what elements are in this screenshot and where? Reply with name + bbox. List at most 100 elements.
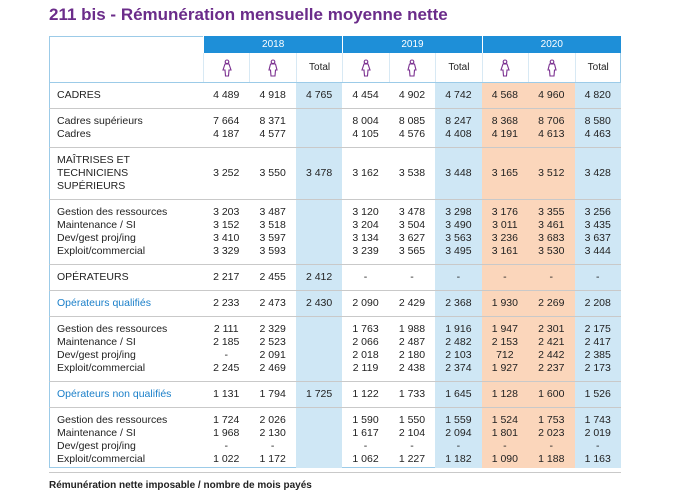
cell-value: 2 301	[538, 323, 565, 335]
cell-value: 2 421	[538, 336, 565, 348]
row-group: Opérateurs non qualifiés 1 131 1 794 1 725 1…	[49, 382, 621, 408]
cell-value: -	[363, 440, 368, 452]
row-label: Maintenance / SI	[57, 219, 136, 231]
cell-value: 2 090	[352, 297, 379, 309]
cell-value: 2 245	[213, 362, 240, 374]
title: 211 bis - Rémunération mensuelle moyenne…	[49, 5, 448, 24]
row-label: Cadres	[57, 128, 91, 140]
cell-value: 2 430	[305, 297, 333, 309]
cell-value: 4 568	[491, 89, 518, 101]
cell-value: 2 329	[259, 323, 286, 335]
table-row: Gestion des ressources 2 111 2 329 1 763 1 9…	[49, 323, 621, 336]
header-year-row: 2018 2019 2020	[49, 36, 621, 53]
table-row: Cadres supérieurs 7 664 8 371 8 004 8 085 8 2…	[49, 115, 621, 128]
cell-value: 2 208	[584, 297, 611, 309]
cell-value: 2 442	[538, 349, 565, 361]
total-header: Total	[574, 53, 621, 82]
table-row: Exploit/commercial 2 245 2 469 2 119 2 438 2 …	[49, 362, 621, 375]
table-row: Gestion des ressources 3 203 3 487 3 120 3 4…	[49, 206, 621, 219]
cell-value: 2 374	[445, 362, 472, 374]
cell-value: 3 428	[584, 167, 611, 179]
cell-value: 2 103	[445, 349, 472, 361]
cell-value	[296, 414, 342, 427]
cell-value: 3 256	[584, 206, 611, 218]
cell-value	[296, 245, 342, 258]
cell-value	[296, 232, 342, 245]
cell-value: 3 504	[398, 219, 426, 231]
cell-value: 3 461	[538, 219, 565, 231]
cell-value: 1 645	[445, 388, 472, 400]
cell-value: 2 412	[305, 271, 333, 283]
table-row: Opérateurs qualifiés 2 233 2 473 2 430 2 090…	[49, 297, 621, 310]
cell-value: 2 026	[259, 414, 286, 426]
icon-header	[481, 53, 528, 82]
female-icon	[221, 58, 232, 77]
cell-value: 2 269	[538, 297, 565, 309]
table-row: Dev/gest proj/ing 3 410 3 597 3 134 3 627 3 5…	[49, 232, 621, 245]
cell-value: 3 176	[491, 206, 518, 218]
cell-value: 2 019	[584, 427, 611, 439]
male-icon	[268, 58, 278, 77]
cell-value: 4 191	[491, 128, 518, 140]
table-row: OPÉRATEURS 2 217 2 455 2 412 - - - - - -	[49, 271, 621, 284]
cell-value: 1 930	[491, 297, 518, 309]
cell-value: 3 236	[491, 232, 518, 244]
cell-value: 3 162	[352, 167, 379, 179]
cell-value: 2 130	[259, 427, 286, 439]
cell-value: 2 185	[213, 336, 240, 348]
cell-value: 8 368	[491, 115, 518, 127]
row-group: Cadres supérieurs 7 664 8 371 8 004 8 085 8 2…	[49, 109, 621, 148]
cell-value: 3 597	[259, 232, 286, 244]
cell-value: 2 368	[445, 297, 472, 309]
cell-value: 3 444	[584, 245, 611, 257]
cell-value: 4 463	[584, 128, 611, 140]
cell-value: 3 530	[538, 245, 565, 257]
row-label: Maintenance / SI	[57, 336, 136, 348]
table-body: CADRES 4 489 4 918 4 765 4 454 4 902 4 742 4 56…	[49, 83, 621, 473]
cell-value: 4 577	[259, 128, 286, 140]
cell-value: 2 233	[213, 297, 240, 309]
total-header: Total	[435, 53, 481, 82]
table-row: Dev/gest proj/ing - 2 091 2 018 2 180 2 103 71…	[49, 349, 621, 362]
row-group: Gestion des ressources 1 724 2 026 1 590 1 5…	[49, 408, 621, 473]
cell-value: 4 820	[584, 89, 611, 101]
row-label: Cadres supérieurs	[57, 115, 143, 127]
cell-value: 4 902	[398, 89, 426, 101]
cell-value	[296, 115, 342, 128]
cell-value: 3 152	[213, 219, 240, 231]
cell-value: 3 435	[584, 219, 611, 231]
cell-value: -	[595, 271, 600, 283]
table-row: MAÎTRISES ET TECHNICIENS SUPÉRIEURS 3 252…	[49, 154, 621, 193]
cell-value: 3 203	[213, 206, 240, 218]
cell-value: 4 489	[213, 89, 240, 101]
cell-value: 3 011	[492, 219, 518, 231]
cell-value: 1 526	[584, 388, 611, 400]
cell-value: 3 161	[491, 245, 518, 257]
row-label: Opérateurs non qualifiés	[57, 388, 172, 400]
row-label: Dev/gest proj/ing	[57, 232, 136, 244]
cell-value: 1 753	[538, 414, 565, 426]
cell-value: 1 724	[213, 414, 240, 426]
cell-value: 2 429	[398, 297, 426, 309]
cell-value: 1 743	[584, 414, 611, 426]
cell-value: 2 417	[584, 336, 611, 348]
cell-value: 2 018	[352, 349, 379, 361]
cell-value	[296, 128, 342, 141]
cell-value: 4 765	[305, 89, 333, 101]
cell-value: 1 617	[352, 427, 379, 439]
cell-value: -	[456, 271, 461, 283]
table-row: Exploit/commercial 3 329 3 593 3 239 3 565 3 …	[49, 245, 621, 258]
cell-value: -	[503, 440, 507, 452]
icon-header	[528, 53, 574, 82]
cell-value: 1 131	[213, 388, 240, 400]
row-group: CADRES 4 489 4 918 4 765 4 454 4 902 4 742 4 56…	[49, 83, 621, 109]
cell-value: 1 550	[398, 414, 426, 426]
row-label: Opérateurs qualifiés	[57, 297, 151, 309]
cell-value: 3 410	[213, 232, 240, 244]
cell-value: -	[224, 440, 228, 452]
row-label: Exploit/commercial	[57, 453, 146, 465]
cell-value: 3 239	[352, 245, 379, 257]
row-group: OPÉRATEURS 2 217 2 455 2 412 - - - - - -	[49, 265, 621, 291]
year-header: 2019	[342, 36, 482, 53]
cell-value	[296, 362, 342, 375]
